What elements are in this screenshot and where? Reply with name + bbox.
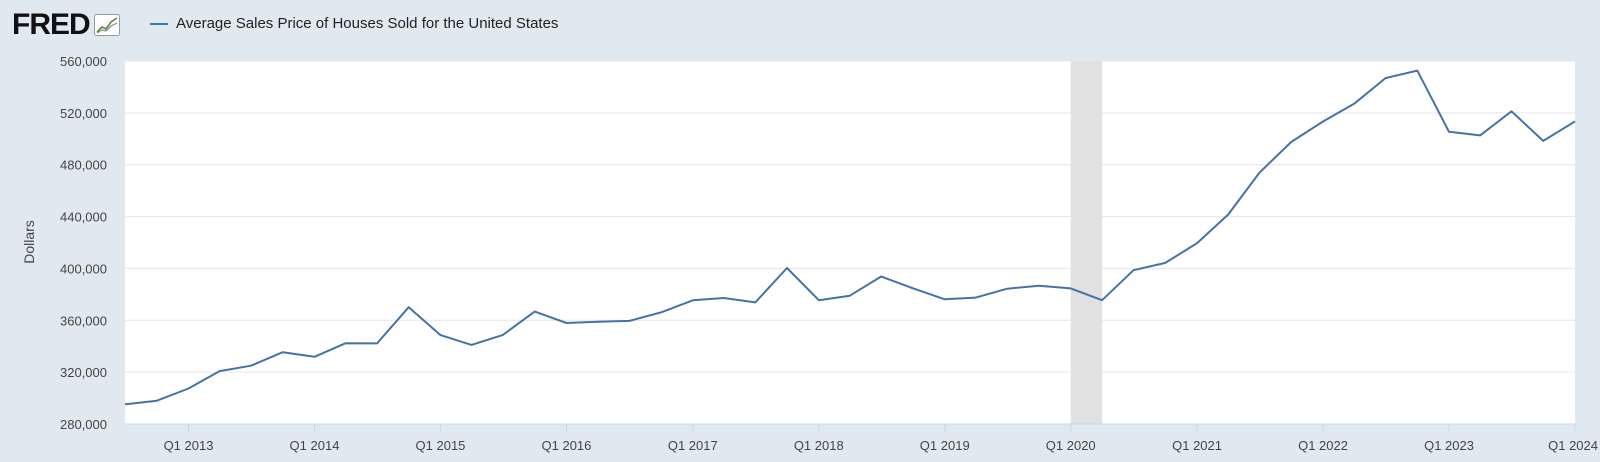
data-point xyxy=(280,350,285,355)
y-axis-title: Dollars xyxy=(21,220,37,264)
y-axis-labels: 280,000 320,000 360,000 400,000 440,000 480,0… xyxy=(60,54,107,432)
series-line[interactable] xyxy=(124,69,1576,406)
data-point xyxy=(1573,119,1578,124)
data-point xyxy=(1478,133,1483,138)
x-tick-label: Q1 2019 xyxy=(920,438,970,453)
data-point xyxy=(942,297,947,302)
data-point xyxy=(753,300,758,305)
data-point xyxy=(532,309,537,314)
data-point xyxy=(1321,119,1326,124)
x-tick-label: Q1 2015 xyxy=(416,438,466,453)
data-point xyxy=(1005,286,1010,291)
fred-header: FRED xyxy=(12,8,120,42)
data-point xyxy=(1226,212,1231,217)
recession-band xyxy=(1070,61,1103,424)
data-point xyxy=(690,298,695,303)
fred-logo[interactable]: FRED xyxy=(12,8,91,41)
data-point xyxy=(1195,241,1200,246)
y-tick-label: 280,000 xyxy=(60,417,107,432)
line-chart-icon xyxy=(93,14,120,36)
y-tick-label: 360,000 xyxy=(60,313,107,328)
y-tick-label: 480,000 xyxy=(60,158,107,173)
data-point xyxy=(406,305,411,310)
x-tick-label: Q1 2018 xyxy=(794,438,844,453)
data-point xyxy=(1257,170,1262,175)
data-point xyxy=(910,286,915,291)
y-tick-label: 320,000 xyxy=(60,365,107,380)
x-tick-label: Q1 2017 xyxy=(668,438,718,453)
data-point xyxy=(469,342,474,347)
x-tick-label: Q1 2013 xyxy=(164,438,214,453)
plot-background xyxy=(125,61,1575,424)
x-tick-label: Q1 2022 xyxy=(1298,438,1348,453)
y-tick-label: 440,000 xyxy=(60,210,107,225)
data-point xyxy=(1509,109,1514,114)
data-point xyxy=(1447,129,1452,134)
data-point xyxy=(186,386,191,391)
data-point xyxy=(1289,139,1294,144)
x-tick-label: Q1 2020 xyxy=(1046,438,1096,453)
x-tick-label: Q1 2021 xyxy=(1172,438,1222,453)
data-point xyxy=(627,318,632,323)
data-point xyxy=(1100,298,1105,303)
legend-swatch xyxy=(150,22,168,25)
data-point xyxy=(154,398,159,403)
x-tick-label: Q1 2016 xyxy=(542,438,592,453)
data-point xyxy=(1352,101,1357,106)
x-tick-label: Q1 2023 xyxy=(1424,438,1474,453)
data-point xyxy=(1163,260,1168,265)
data-point xyxy=(500,332,505,337)
data-point xyxy=(217,369,222,374)
legend-label: Average Sales Price of Houses Sold for t… xyxy=(176,15,559,32)
data-point xyxy=(847,293,852,298)
series-group xyxy=(123,68,1578,407)
x-tick-label: Q1 2024 xyxy=(1548,438,1598,453)
data-point xyxy=(1415,68,1420,73)
data-point xyxy=(248,363,253,368)
data-point xyxy=(374,341,379,346)
data-point xyxy=(438,333,443,338)
data-point xyxy=(816,298,821,303)
y-tick-label: 520,000 xyxy=(60,106,107,121)
data-point xyxy=(1036,283,1041,288)
data-point xyxy=(659,310,664,315)
data-point xyxy=(343,341,348,346)
data-point xyxy=(595,319,600,324)
data-point xyxy=(1383,76,1388,81)
data-point xyxy=(785,266,790,271)
data-point xyxy=(1131,268,1136,273)
recession-shading xyxy=(1070,61,1103,424)
x-axis-labels: Q1 2013 Q1 2014 Q1 2015 Q1 2016 Q1 2017 Q1 20… xyxy=(164,438,1598,453)
data-point xyxy=(312,354,317,359)
x-tick-label: Q1 2014 xyxy=(290,438,340,453)
data-point xyxy=(973,295,978,300)
data-point xyxy=(1068,286,1073,291)
y-tick-label: 560,000 xyxy=(60,54,107,69)
y-tick-label: 400,000 xyxy=(60,261,107,276)
legend: Average Sales Price of Houses Sold for t… xyxy=(150,15,558,32)
x-axis-ticks xyxy=(125,423,1576,432)
data-point xyxy=(123,402,128,407)
data-point xyxy=(1541,138,1546,143)
data-point xyxy=(879,274,884,279)
data-point xyxy=(564,321,569,326)
data-point xyxy=(721,295,726,300)
